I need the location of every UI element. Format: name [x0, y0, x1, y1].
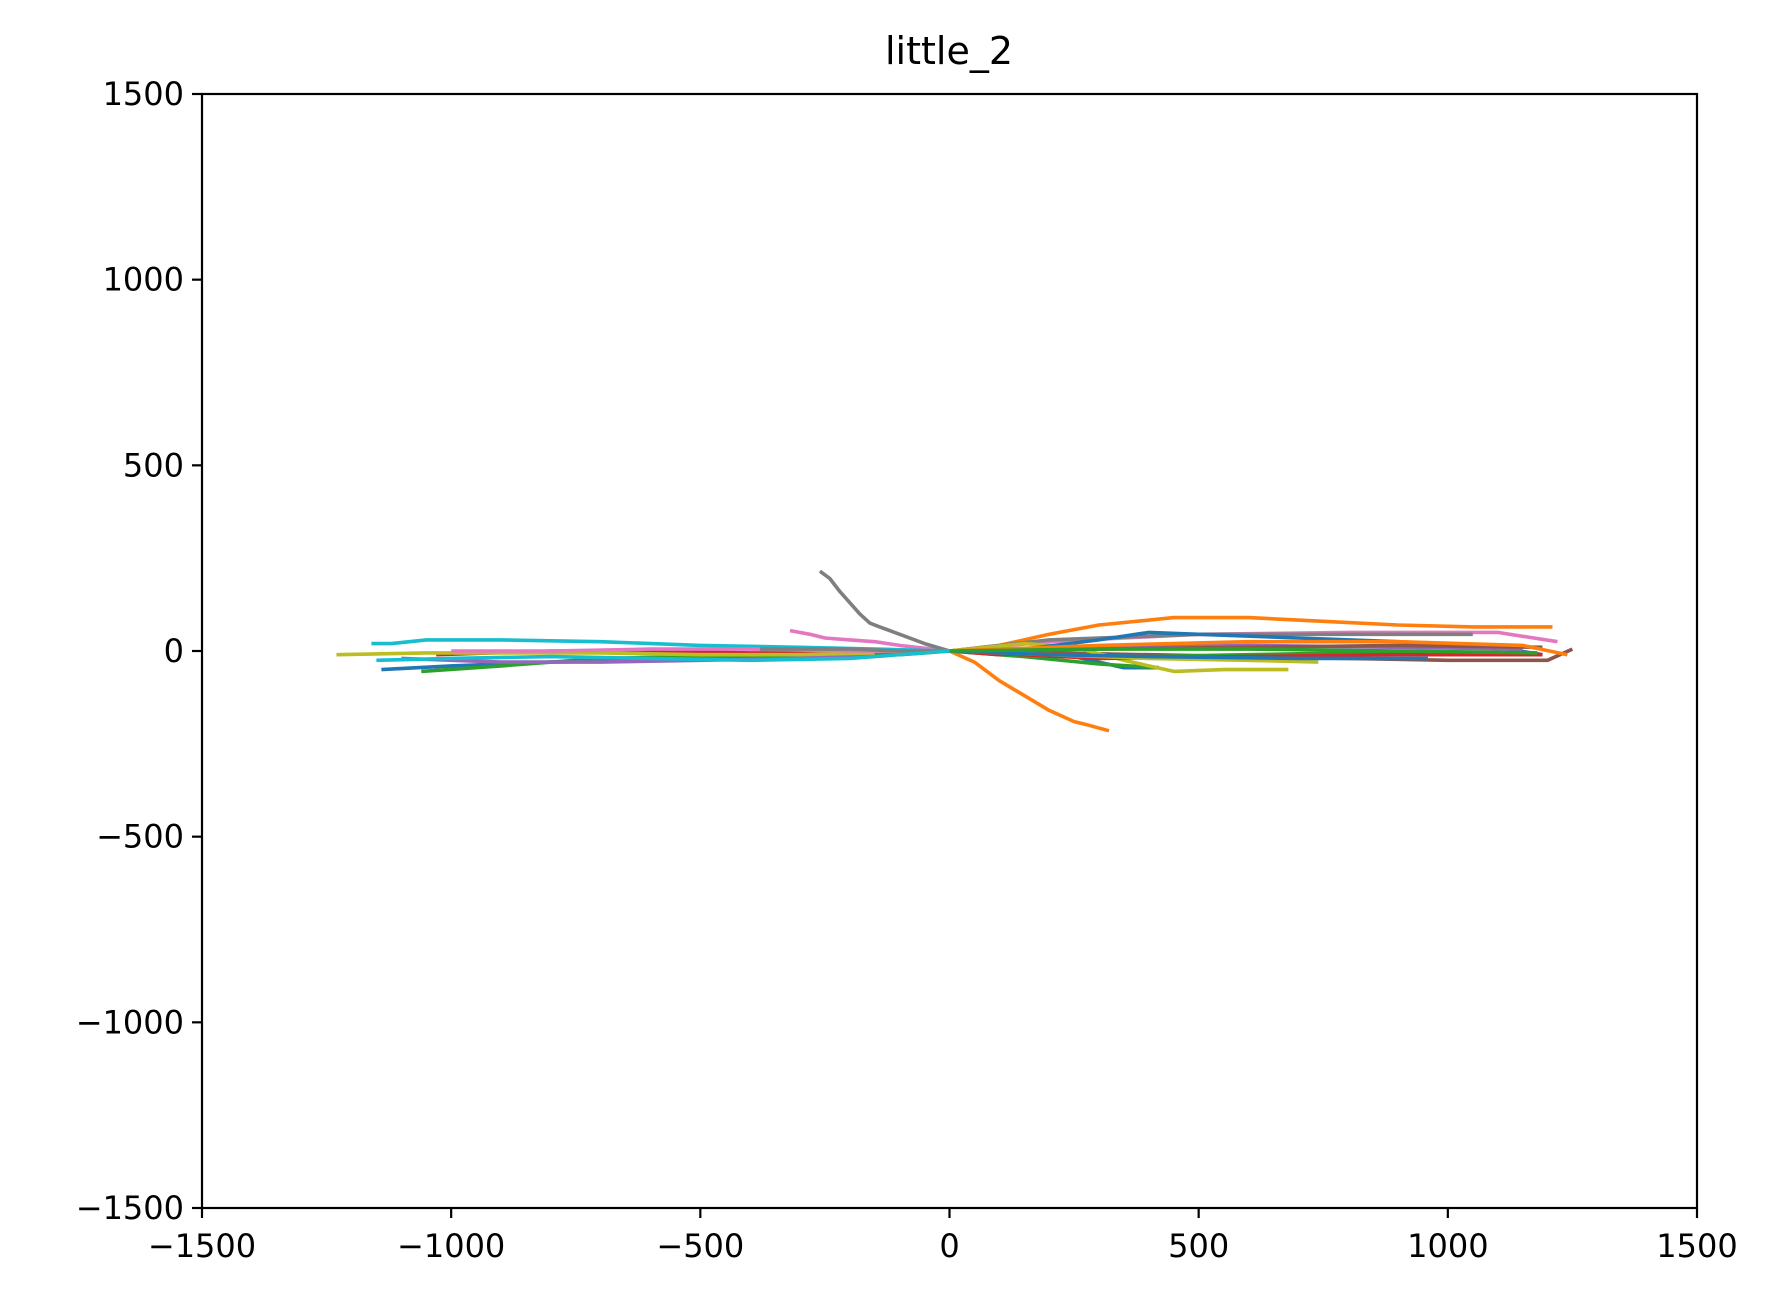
y-axis: −1500 −1000 −500 0 500 1000 1500: [76, 75, 202, 1227]
x-tick-label: −1500: [148, 1227, 256, 1265]
y-tick-label: −1500: [76, 1189, 184, 1227]
chart-title: little_2: [885, 29, 1013, 73]
series-line-21: [949, 649, 1428, 661]
y-tick-label: 0: [164, 632, 184, 670]
series-line-2: [949, 615, 1553, 653]
y-tick-label: −1000: [76, 1003, 184, 1041]
series-line-20: [376, 649, 950, 663]
y-tick-label: 1500: [103, 75, 184, 113]
series-line-7: [789, 628, 1558, 653]
series-line-18: [760, 647, 950, 653]
series-line-12: [948, 649, 1110, 733]
x-tick-label: 0: [939, 1227, 959, 1265]
x-tick-label: 1000: [1407, 1227, 1488, 1265]
y-tick-label: 1000: [103, 261, 184, 299]
x-tick-label: 500: [1168, 1227, 1229, 1265]
series-line-22: [949, 639, 1568, 657]
x-tick-label: 1500: [1656, 1227, 1737, 1265]
x-axis: −1500 −1000 −500 0 500 1000 1500: [148, 1208, 1738, 1265]
y-tick-label: 500: [123, 446, 184, 484]
series-line-23: [949, 647, 1538, 655]
series-line-8: [818, 569, 1473, 653]
x-tick-label: −500: [656, 1227, 744, 1265]
series-layer: [336, 569, 1574, 733]
x-tick-label: −1000: [397, 1227, 505, 1265]
y-tick-label: −500: [96, 818, 184, 856]
